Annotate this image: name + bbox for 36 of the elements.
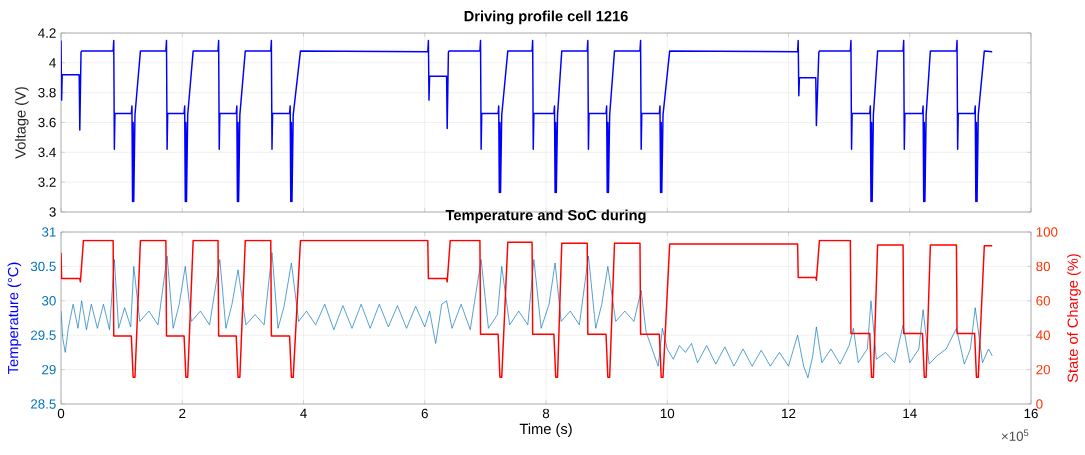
x-tick-label: 16 xyxy=(1024,408,1038,419)
line-series xyxy=(61,39,993,203)
x-tick-label: 10 xyxy=(660,408,675,419)
x-tick-label: 14 xyxy=(903,408,917,418)
y-tick-label: 29.5 xyxy=(31,330,56,340)
y-tick-label: 28.5 xyxy=(31,399,56,409)
chart-title: Driving profile cell 1216 xyxy=(464,10,628,25)
y-tick-label: 3 xyxy=(49,207,56,217)
y-tick-label: 3.4 xyxy=(38,147,56,158)
y-tick-label: 3.2 xyxy=(38,177,56,187)
x-tick-label: 4 xyxy=(300,408,307,418)
y2-tick-label: 20 xyxy=(1036,364,1051,375)
y-tick-label: 30.5 xyxy=(30,261,56,272)
x-axis-title: Time (s) xyxy=(519,423,572,437)
chart-title: Temperature and SoC during xyxy=(445,209,646,224)
y-tick-label: 31 xyxy=(41,227,56,237)
y-tick-label: 3.6 xyxy=(38,117,56,128)
y2-tick-label: 60 xyxy=(1036,296,1051,306)
y-tick-label: 4.2 xyxy=(38,28,56,38)
y2-axis-title: State of Charge (%) xyxy=(1067,254,1081,383)
y2-tick-label: 80 xyxy=(1036,261,1051,272)
text: ×10$^{5}$ xyxy=(1001,429,1029,441)
x-tick-label: 12 xyxy=(782,408,796,419)
y-tick-label: 29 xyxy=(42,364,56,375)
x-tick-label: 0 xyxy=(57,408,65,419)
x-tick-label: 2 xyxy=(179,408,186,419)
y2-tick-label: 100 xyxy=(1036,227,1058,237)
y2-tick-label: 40 xyxy=(1036,330,1051,340)
y-tick-label: 3.8 xyxy=(38,87,56,98)
y2-tick-label: 0 xyxy=(1036,399,1043,409)
y-axis-title: Voltage (V) xyxy=(14,87,29,159)
y-tick-label: 30 xyxy=(41,296,56,306)
x-tick-label: 6 xyxy=(421,408,428,419)
x-tick-label: 8 xyxy=(542,408,550,419)
y-tick-label: 4 xyxy=(49,58,56,68)
y-axis-title: Temperature (°C) xyxy=(7,262,22,374)
